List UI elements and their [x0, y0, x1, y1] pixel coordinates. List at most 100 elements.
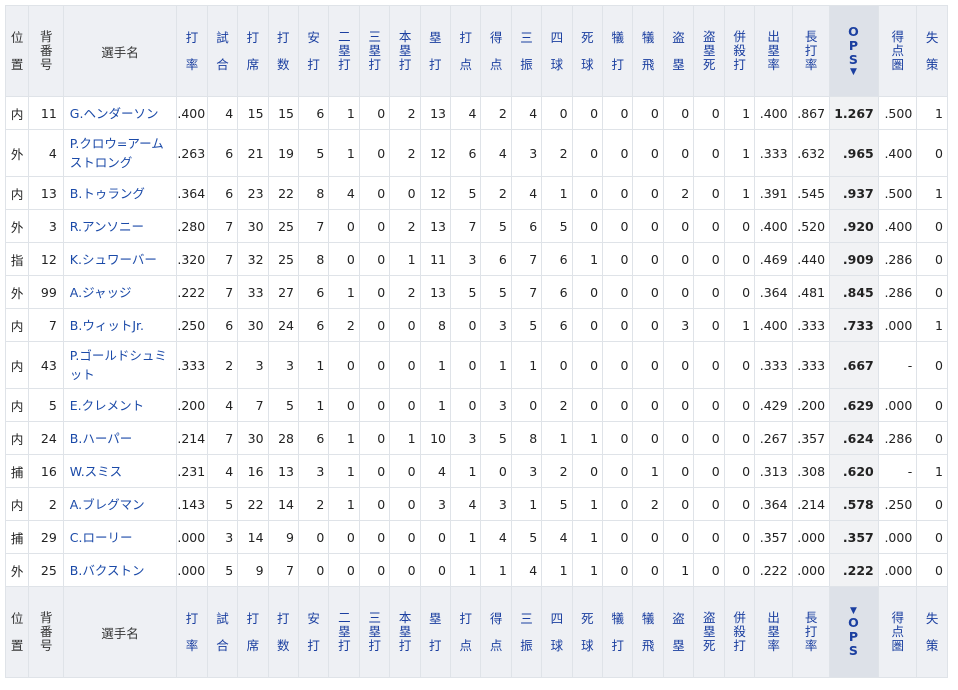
player-name-link[interactable]: B.バクストン	[62, 553, 178, 587]
column-header-r[interactable]: 得点	[480, 5, 512, 97]
player-name-link[interactable]: K.シュワーバー	[62, 242, 178, 276]
column-header-slg[interactable]: 長打率	[791, 586, 831, 678]
column-header-so[interactable]: 三振	[510, 5, 543, 97]
column-header-bb[interactable]: 四球	[541, 586, 573, 678]
sort-desc-icon: ▼	[849, 606, 858, 616]
column-header-h[interactable]: 安打	[297, 5, 330, 97]
column-header-sf[interactable]: 犠飛	[632, 5, 664, 97]
player-name-link[interactable]: B.ウィットJr.	[62, 308, 178, 342]
column-header-cs[interactable]: 盗塁死	[693, 5, 725, 97]
column-header-hbp[interactable]: 死球	[571, 586, 604, 678]
cell-num: 25	[28, 553, 64, 587]
cell-so: 0	[510, 388, 543, 422]
column-header-hr[interactable]: 本塁打	[389, 586, 421, 678]
column-header-ops[interactable]: OPS ▼	[829, 5, 879, 97]
cell-sh: 0	[602, 209, 634, 243]
column-header-obp[interactable]: 出塁率	[754, 5, 793, 97]
cell-tb: 1	[419, 388, 452, 422]
cell-obp: .267	[754, 421, 793, 455]
cell-obp: .400	[754, 308, 793, 342]
column-header-slg[interactable]: 長打率	[791, 5, 831, 97]
column-header-avg[interactable]: 打率	[176, 586, 208, 678]
column-header-g[interactable]: 試合	[206, 586, 239, 678]
cell-g: 7	[206, 242, 239, 276]
column-header-tb[interactable]: 塁打	[419, 5, 452, 97]
column-header-gdp[interactable]: 併殺打	[723, 5, 756, 97]
cell-avg: .364	[176, 176, 208, 210]
column-header-gdp[interactable]: 併殺打	[723, 586, 756, 678]
cell-g: 7	[206, 275, 239, 309]
player-name-link[interactable]: B.トゥラング	[62, 176, 178, 210]
cell-t: 0	[358, 129, 391, 177]
column-header-label: 位置	[10, 30, 24, 72]
player-name-link[interactable]: A.ブレグマン	[62, 487, 178, 521]
cell-tb: 10	[419, 421, 452, 455]
column-header-so[interactable]: 三振	[510, 586, 543, 678]
column-header-pa[interactable]: 打席	[237, 5, 269, 97]
player-name-link[interactable]: B.ハーパー	[62, 421, 178, 455]
player-name-link[interactable]: P.クロウ=アームストロング	[62, 129, 178, 177]
cell-tb: 8	[419, 308, 452, 342]
column-header-label: 二塁打	[338, 29, 351, 72]
column-header-ab[interactable]: 打数	[267, 586, 299, 678]
column-header-d[interactable]: 二塁打	[328, 586, 360, 678]
player-name-link[interactable]: W.スミス	[62, 454, 178, 488]
column-header-e[interactable]: 失策	[916, 5, 948, 97]
column-header-h[interactable]: 安打	[297, 586, 330, 678]
column-header-tb[interactable]: 塁打	[419, 586, 452, 678]
player-name-link[interactable]: R.アンソニー	[62, 209, 178, 243]
column-header-sb[interactable]: 盗塁	[662, 5, 695, 97]
column-header-r[interactable]: 得点	[480, 586, 512, 678]
column-header-sb[interactable]: 盗塁	[662, 586, 695, 678]
column-header-ops[interactable]: ▼ OPS	[829, 586, 879, 678]
column-header-sh[interactable]: 犠打	[602, 5, 634, 97]
column-header-rbi[interactable]: 打点	[449, 5, 482, 97]
column-header-label: 二塁打	[338, 610, 351, 653]
cell-risp: .250	[877, 487, 918, 521]
cell-ops: .578	[829, 487, 879, 521]
cell-avg: .263	[176, 129, 208, 177]
column-header-sh[interactable]: 犠打	[602, 586, 634, 678]
cell-so: 4	[510, 176, 543, 210]
column-header-hbp[interactable]: 死球	[571, 5, 604, 97]
column-header-cs[interactable]: 盗塁死	[693, 586, 725, 678]
cell-pa: 30	[237, 421, 269, 455]
cell-d: 2	[328, 308, 360, 342]
column-header-hr[interactable]: 本塁打	[389, 5, 421, 97]
column-header-d[interactable]: 二塁打	[328, 5, 360, 97]
cell-risp: -	[877, 341, 918, 389]
column-header-t[interactable]: 三塁打	[358, 586, 391, 678]
player-name-link[interactable]: A.ジャッジ	[62, 275, 178, 309]
column-header-label: 長打率	[804, 610, 818, 653]
player-name-link[interactable]: E.クレメント	[62, 388, 178, 422]
column-header-pa[interactable]: 打席	[237, 586, 269, 678]
column-header-e[interactable]: 失策	[916, 586, 948, 678]
cell-d: 0	[328, 388, 360, 422]
column-header-obp[interactable]: 出塁率	[754, 586, 793, 678]
column-header-t[interactable]: 三塁打	[358, 5, 391, 97]
column-header-ab[interactable]: 打数	[267, 5, 299, 97]
cell-risp: .400	[877, 209, 918, 243]
column-header-label: 打点	[459, 611, 472, 653]
cell-avg: .250	[176, 308, 208, 342]
cell-hr: 1	[389, 421, 421, 455]
cell-slg: .333	[791, 308, 831, 342]
cell-ab: 25	[267, 242, 299, 276]
cell-pa: 15	[237, 96, 269, 130]
table-row: 捕 29 C.ローリー .000 3 14 9 0 0 0 0 0 1 4 5 4 1 0 0 0 0 0.357.000…	[4, 520, 948, 554]
player-name-link[interactable]: G.ヘンダーソン	[62, 96, 178, 130]
cell-r: 3	[480, 308, 512, 342]
column-header-g[interactable]: 試合	[206, 5, 239, 97]
player-name-link[interactable]: P.ゴールドシュミット	[62, 341, 178, 389]
cell-risp: .286	[877, 242, 918, 276]
player-name-link[interactable]: C.ローリー	[62, 520, 178, 554]
cell-bb: 2	[541, 129, 573, 177]
column-header-risp[interactable]: 得点圏	[877, 586, 918, 678]
cell-pos: 内	[4, 176, 30, 210]
column-header-risp[interactable]: 得点圏	[877, 5, 918, 97]
cell-h: 6	[297, 96, 330, 130]
column-header-avg[interactable]: 打率	[176, 5, 208, 97]
column-header-bb[interactable]: 四球	[541, 5, 573, 97]
column-header-sf[interactable]: 犠飛	[632, 586, 664, 678]
column-header-rbi[interactable]: 打点	[449, 586, 482, 678]
